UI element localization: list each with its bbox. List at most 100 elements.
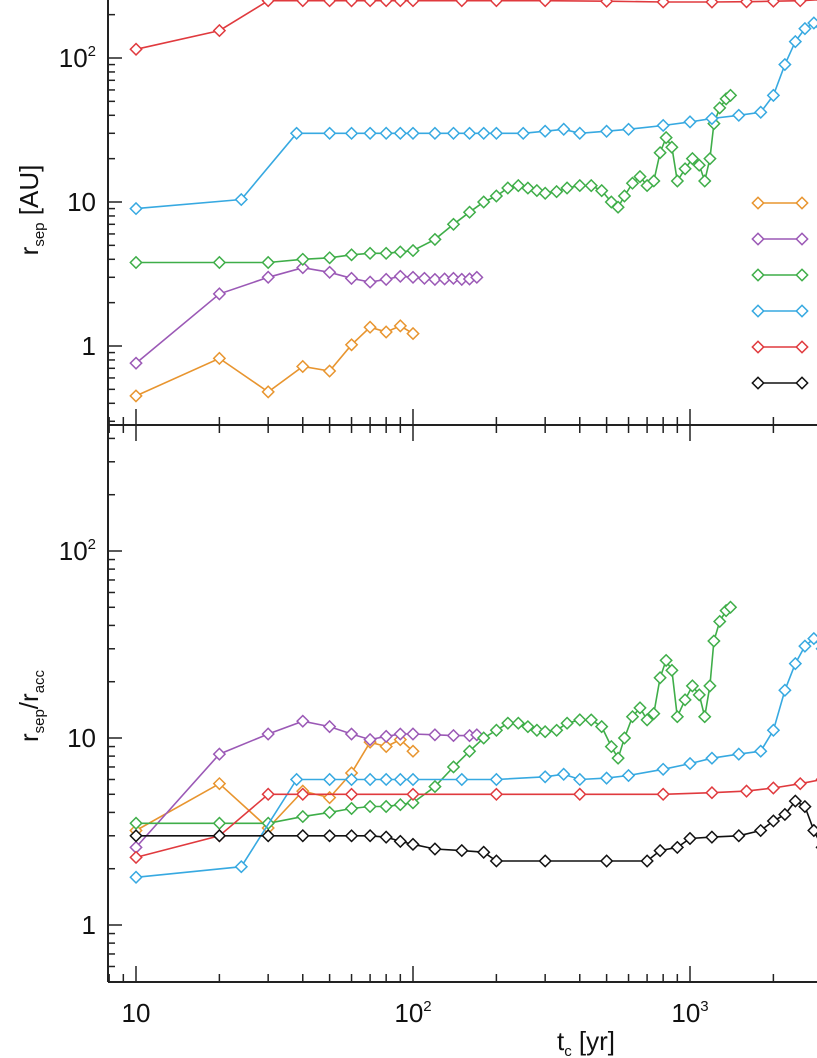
series-marker-2 <box>538 186 552 200</box>
series-marker-2 <box>659 653 673 668</box>
series-marker-2 <box>511 178 526 193</box>
series-marker-1 <box>212 747 227 761</box>
series-marker-3 <box>557 122 571 136</box>
series-marker-1 <box>379 272 393 287</box>
series-marker-3 <box>289 772 304 787</box>
series-marker-0 <box>379 325 393 339</box>
series-marker-2 <box>428 232 442 247</box>
x-axis-label: tc [yr] <box>557 1026 615 1058</box>
series-marker-0 <box>322 364 337 378</box>
series-marker-2 <box>678 693 692 707</box>
series-marker-3 <box>393 772 408 787</box>
series-marker-2 <box>489 723 504 737</box>
series-marker-2 <box>406 796 420 810</box>
legend-marker-3 <box>751 304 765 318</box>
series-marker-2 <box>212 816 227 830</box>
series-marker-1 <box>455 272 469 287</box>
legend-marker-0 <box>795 196 809 210</box>
series-marker-3 <box>406 126 420 141</box>
series-marker-2 <box>665 663 679 678</box>
series-marker-5 <box>476 845 491 859</box>
series-marker-2 <box>393 797 408 812</box>
series-marker-5 <box>489 854 504 868</box>
series-marker-4 <box>344 787 359 802</box>
series-marker-4 <box>793 0 807 8</box>
series-marker-3 <box>778 683 792 697</box>
series-marker-4 <box>406 787 420 802</box>
series-marker-2 <box>633 169 647 184</box>
series-marker-4 <box>766 781 781 795</box>
series-marker-2 <box>670 709 685 724</box>
series-line-5 <box>136 800 817 862</box>
series-marker-3 <box>788 656 803 671</box>
series-marker-0 <box>379 739 393 754</box>
series-marker-3 <box>476 126 491 141</box>
bottom-panel: 102 10 1 10 102 103 <box>59 425 817 1028</box>
series-marker-3 <box>406 772 420 787</box>
legend-marker-2 <box>795 268 809 282</box>
series-marker-3 <box>129 201 143 216</box>
series-marker-3 <box>344 126 359 141</box>
series-marker-3 <box>683 756 697 771</box>
series-marker-1 <box>296 260 310 275</box>
series-marker-4 <box>538 0 552 8</box>
series-marker-2 <box>446 760 461 774</box>
series-marker-3 <box>344 772 359 787</box>
series-marker-3 <box>656 762 670 777</box>
series-marker-1 <box>363 275 377 289</box>
series-marker-3 <box>234 192 248 207</box>
series-marker-4 <box>212 23 227 38</box>
series-marker-2 <box>406 243 420 258</box>
series-marker-1 <box>344 271 359 286</box>
series-marker-2 <box>462 744 477 758</box>
series-marker-2 <box>379 799 393 814</box>
series-marker-2 <box>296 252 310 266</box>
series-marker-5 <box>753 823 768 838</box>
series-marker-2 <box>393 245 408 259</box>
series-marker-4 <box>656 787 670 801</box>
series-marker-3 <box>322 126 337 141</box>
series-marker-5 <box>599 854 614 868</box>
series-marker-3 <box>234 859 249 874</box>
series-marker-3 <box>322 772 337 787</box>
series-marker-3 <box>363 126 377 141</box>
series-marker-3 <box>573 126 587 140</box>
series-marker-1 <box>379 729 393 744</box>
series-marker-2 <box>363 246 377 261</box>
series-marker-2 <box>692 158 706 172</box>
series-marker-3 <box>379 126 393 140</box>
series-marker-1 <box>446 271 461 286</box>
legend-marker-0 <box>751 196 765 210</box>
series-marker-2 <box>549 184 564 199</box>
top-y-axis-label: rsep [AU] <box>14 165 48 256</box>
series-marker-0 <box>393 319 408 333</box>
series-marker-1 <box>417 271 432 286</box>
series-marker-2 <box>489 189 504 203</box>
series-marker-5 <box>406 837 420 852</box>
series-marker-2 <box>446 217 461 232</box>
series-marker-4 <box>379 0 393 8</box>
legend-marker-3 <box>795 304 809 318</box>
series-line-0 <box>135 738 414 832</box>
series-marker-3 <box>446 126 461 140</box>
series-marker-3 <box>798 21 812 36</box>
series-marker-3 <box>621 122 636 137</box>
series-marker-2 <box>462 205 477 219</box>
legend-marker-5 <box>795 376 809 390</box>
legend-marker-1 <box>751 232 765 246</box>
series-marker-4 <box>489 787 504 802</box>
series-marker-4 <box>296 0 310 8</box>
series-marker-2 <box>560 181 574 195</box>
series-marker-3 <box>538 124 552 138</box>
series-marker-2 <box>296 809 310 824</box>
series-marker-4 <box>344 0 359 8</box>
series-marker-0 <box>406 326 420 341</box>
series-marker-1 <box>406 727 420 741</box>
series-marker-3 <box>428 126 442 141</box>
series-marker-2 <box>670 174 685 188</box>
series-marker-2 <box>712 101 727 115</box>
series-marker-2 <box>703 151 717 166</box>
series-marker-4 <box>739 784 754 798</box>
series-marker-3 <box>705 751 719 765</box>
series-marker-4 <box>489 0 504 8</box>
